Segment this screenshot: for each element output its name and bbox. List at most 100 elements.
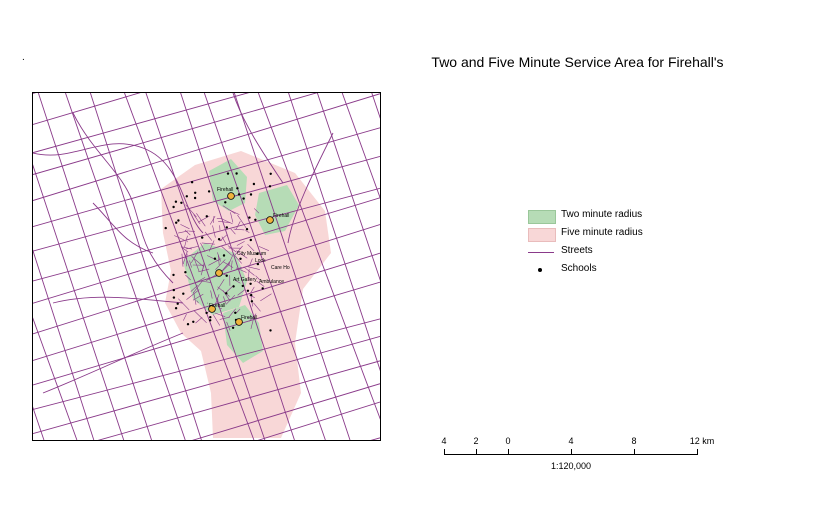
street-line <box>233 245 243 257</box>
street-line <box>181 253 184 267</box>
street-line <box>196 300 199 304</box>
street-line <box>72 112 174 284</box>
scale-tick-label: 0 <box>505 436 511 446</box>
street-line <box>217 254 220 266</box>
school-marker <box>256 262 260 266</box>
street-line <box>236 308 241 314</box>
streets-layer <box>33 93 380 440</box>
street-line <box>341 93 380 199</box>
street-line <box>184 229 191 236</box>
firehall-marker[interactable] <box>215 269 223 277</box>
legend-label: Two minute radius <box>561 209 643 220</box>
street-line <box>214 294 220 306</box>
street-line <box>249 258 253 267</box>
street-line <box>198 268 210 273</box>
street-line <box>229 209 240 215</box>
school-marker <box>172 273 175 277</box>
firehall-marker[interactable] <box>208 305 216 313</box>
street-line <box>237 288 246 296</box>
school-marker <box>209 316 212 319</box>
scale-tick-label: 2 <box>473 436 479 446</box>
map-canvas[interactable]: Firehall Firehall Firehall Firehall City… <box>33 93 380 440</box>
street-line <box>92 202 154 254</box>
street-line <box>370 437 380 440</box>
place-label: Firehall <box>217 187 233 193</box>
street-line <box>204 231 213 241</box>
street-line <box>257 401 380 440</box>
street-line <box>222 205 236 215</box>
street-line <box>255 275 261 281</box>
street-line <box>183 313 187 321</box>
street-line <box>214 312 226 317</box>
street-line <box>42 332 184 394</box>
street-line <box>260 293 272 302</box>
street-line <box>190 285 198 292</box>
firehall-marker[interactable] <box>235 318 243 326</box>
school-marker <box>249 238 252 242</box>
firehall-marker[interactable] <box>266 216 274 224</box>
school-marker <box>194 191 197 194</box>
street-line <box>227 245 237 253</box>
street-line <box>33 93 141 125</box>
street-line <box>233 93 351 440</box>
street-line <box>250 286 255 294</box>
street-line <box>206 255 218 261</box>
school-marker <box>174 307 178 310</box>
school-marker <box>237 193 241 196</box>
street-line <box>249 313 257 322</box>
street-line <box>217 286 230 297</box>
street-line <box>189 260 192 268</box>
school-marker <box>164 226 167 230</box>
street-line <box>184 235 188 248</box>
street-line <box>210 290 213 299</box>
firehall-marker[interactable] <box>227 192 235 200</box>
map-frame[interactable]: Firehall Firehall Firehall Firehall City… <box>32 92 381 441</box>
street-line <box>200 265 205 276</box>
school-marker <box>209 319 212 322</box>
street-line <box>213 216 215 223</box>
street-line <box>33 93 250 154</box>
school-marker <box>226 172 230 175</box>
scale-bar: 4 2 0 4 8 12 km 1:120,000 <box>436 436 716 476</box>
place-label: Lock <box>255 258 266 264</box>
school-marker <box>205 215 208 218</box>
street-line <box>257 93 380 420</box>
street-line <box>65 93 186 440</box>
school-marker <box>245 228 249 231</box>
street-line <box>236 241 245 246</box>
street-line <box>232 93 284 184</box>
street-line <box>191 251 199 264</box>
school-marker <box>225 292 228 295</box>
street-line <box>217 252 221 262</box>
scale-tick <box>697 449 698 455</box>
school-marker <box>207 190 211 193</box>
dot-swatch-icon <box>538 268 542 272</box>
legend-label: Five minute radius <box>561 227 643 238</box>
street-line <box>193 292 197 305</box>
street-line <box>33 336 380 435</box>
street-line <box>182 251 188 265</box>
street-line <box>185 274 191 281</box>
street-line <box>33 252 380 361</box>
street-line <box>178 298 190 311</box>
school-marker <box>193 196 197 200</box>
school-marker <box>205 311 208 315</box>
school-marker <box>174 200 178 203</box>
street-line <box>220 245 232 256</box>
street-line <box>195 277 206 284</box>
street-line <box>33 127 380 228</box>
street-line <box>33 317 78 440</box>
scale-tick <box>444 449 445 455</box>
school-marker <box>213 257 217 260</box>
street-line <box>33 249 95 440</box>
street-line <box>228 308 237 318</box>
street-line <box>226 321 231 331</box>
scale-tick <box>476 449 477 455</box>
street-line <box>97 360 380 440</box>
street-line <box>215 259 226 270</box>
street-line <box>180 224 190 230</box>
street-line <box>37 93 152 440</box>
school-marker <box>236 187 239 190</box>
school-marker <box>225 226 228 229</box>
school-marker <box>176 302 179 305</box>
